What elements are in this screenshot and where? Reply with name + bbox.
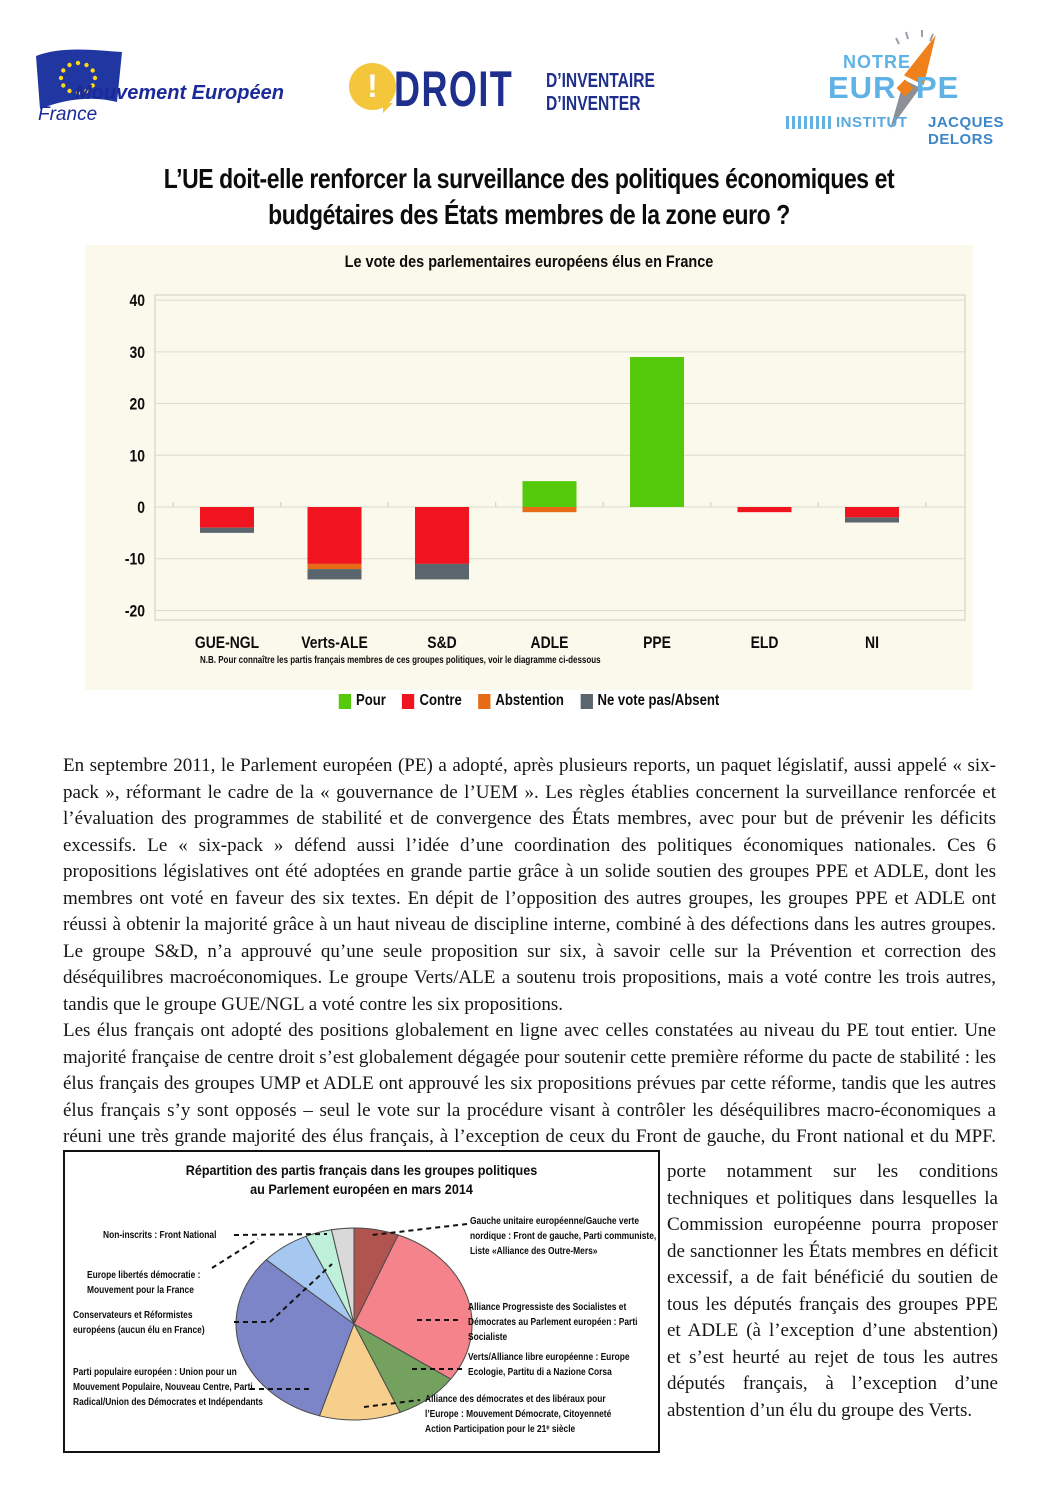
- legend-swatch-icon: [478, 693, 491, 709]
- pie-slice: [235, 1259, 355, 1417]
- droit-tagline-2: D’INVENTER: [546, 93, 641, 115]
- paragraph-2-right-column: porte notamment sur les conditions techn…: [667, 1161, 998, 1421]
- legend-swatch-icon: [580, 693, 593, 709]
- eu-flag-icon: [36, 49, 122, 109]
- paragraph-2: Les élus français ont adopté des positio…: [63, 1020, 996, 1174]
- bar-segment: [737, 507, 792, 513]
- chart-legend: Pour Contre Abstention Ne vote pas/Absent: [95, 692, 963, 710]
- pe-label: PE: [916, 70, 960, 105]
- pie-leader-line: [233, 1233, 328, 1236]
- institut-label: INSTITUT: [836, 114, 908, 131]
- exclamation-bubble-icon: !: [349, 63, 396, 110]
- pie-slice: [330, 1227, 355, 1325]
- y-axis-label: -20: [125, 602, 145, 621]
- bar-segment: [307, 569, 362, 580]
- pie-title-line1: Répartition des partis français dans les…: [185, 1162, 538, 1178]
- pie-leader-line: [363, 1399, 421, 1408]
- y-axis-label: 20: [130, 395, 145, 414]
- bar-segment: [200, 507, 254, 528]
- bar-segment: [630, 356, 684, 507]
- legend-swatch-icon: [402, 693, 415, 709]
- pie-callout-eld: Europe libertés démocratie : Mouvement p…: [87, 1269, 201, 1296]
- pie-chart-title: Répartition des partis français dans les…: [95, 1161, 629, 1199]
- bar-segment: [415, 563, 469, 580]
- x-axis-label: NI: [865, 634, 879, 653]
- legend-label: Ne vote pas/Absent: [597, 692, 720, 709]
- y-axis-label: -10: [125, 551, 145, 570]
- notre-label: NOTRE: [843, 52, 911, 72]
- page-title: L’UE doit-elle renforcer la surveillance…: [95, 161, 963, 233]
- pie-callout-gue: Gauche unitaire européenne/Gauche verte …: [470, 1215, 657, 1257]
- bar-chart: GUE-NGL Verts-ALE S&D ADLE PPE ELD NI 40 30 20 10 0…: [125, 292, 966, 653]
- droit-tagline-1: D’INVENTAIRE: [546, 70, 655, 92]
- header: Mouvement Européen France ! DROIT D’INVE…: [0, 0, 1058, 150]
- bar-segment: [307, 563, 362, 570]
- pie-callout-adle: Alliance des démocrates et des libéraux …: [425, 1393, 612, 1435]
- x-axis-label: PPE: [643, 634, 671, 653]
- y-axis-label: 0: [137, 499, 145, 518]
- eur-label: EUR: [828, 70, 897, 105]
- paragraph-1: En septembre 2011, le Parlement européen…: [63, 755, 996, 1015]
- legend-item: Contre: [402, 692, 462, 710]
- legend-label: Abstention: [495, 692, 564, 709]
- bar-segment: [522, 481, 577, 507]
- compass-needle-icon: [890, 30, 936, 129]
- pie-slice: [318, 1322, 401, 1421]
- bar-chart-panel: [85, 245, 973, 690]
- y-axis-label: 30: [130, 344, 145, 363]
- bar-segment: [307, 507, 362, 564]
- legend-item: Abstention: [478, 692, 564, 710]
- pie-callout-verts: Verts/Alliance libre européenne : Europe…: [468, 1351, 630, 1378]
- pie-callout-non-inscrits: Non-inscrits : Front National: [103, 1229, 217, 1241]
- pie-chart-box: Répartition des partis français dans les…: [63, 1150, 660, 1453]
- legend-item: Ne vote pas/Absent: [580, 692, 719, 710]
- jacques-delors-label: JACQUES DELORS: [928, 114, 1005, 148]
- mouvement-europeen-country: France: [38, 104, 98, 125]
- pie-title-line2: au Parlement européen en mars 2014: [250, 1181, 473, 1197]
- pie-callout-ppe: Parti populaire européen : Union pour un…: [73, 1366, 263, 1408]
- bar-segment: [845, 517, 899, 523]
- pie-leader-line: [211, 1238, 259, 1269]
- bar-segment: [522, 507, 577, 513]
- bar-segment: [415, 507, 469, 564]
- y-axis-label: 10: [130, 447, 145, 466]
- pie-chart: [211, 1223, 473, 1421]
- page-title-line2: budgétaires des États membres de la zone…: [268, 199, 790, 230]
- legend-label: Contre: [419, 692, 462, 709]
- y-axis-label: 40: [130, 292, 145, 311]
- x-axis-label: GUE-NGL: [195, 634, 260, 653]
- mouvement-europeen-label: Mouvement Européen: [75, 82, 284, 104]
- bar-segment: [200, 527, 254, 533]
- bubble-tail-icon: [383, 103, 393, 113]
- x-axis-label: ADLE: [531, 634, 569, 653]
- page-title-line1: L’UE doit-elle renforcer la surveillance…: [163, 163, 895, 194]
- x-axis-label: ELD: [751, 634, 779, 653]
- barcode-icon: [786, 116, 831, 129]
- legend-label: Pour: [355, 692, 386, 709]
- x-axis-label: Verts-ALE: [301, 634, 368, 653]
- bar-segment: [845, 507, 899, 518]
- pie-leader-line: [371, 1223, 468, 1236]
- bar-chart-note: N.B. Pour connaître les partis français …: [200, 655, 601, 666]
- legend-swatch-icon: [338, 693, 352, 709]
- pie-callout-conservateurs: Conservateurs et Réformistes européens (…: [73, 1309, 205, 1336]
- x-axis-label: S&D: [427, 634, 456, 653]
- pie-callout-sd: Alliance Progressiste des Socialistes et…: [468, 1301, 638, 1343]
- pie-slice: [353, 1234, 473, 1380]
- bar-chart-title: Le vote des parlementaires européens élu…: [344, 252, 714, 271]
- droit-wordmark: DROIT: [394, 61, 514, 117]
- pie-leader-line: [234, 1263, 333, 1323]
- legend-item: Pour: [338, 692, 386, 710]
